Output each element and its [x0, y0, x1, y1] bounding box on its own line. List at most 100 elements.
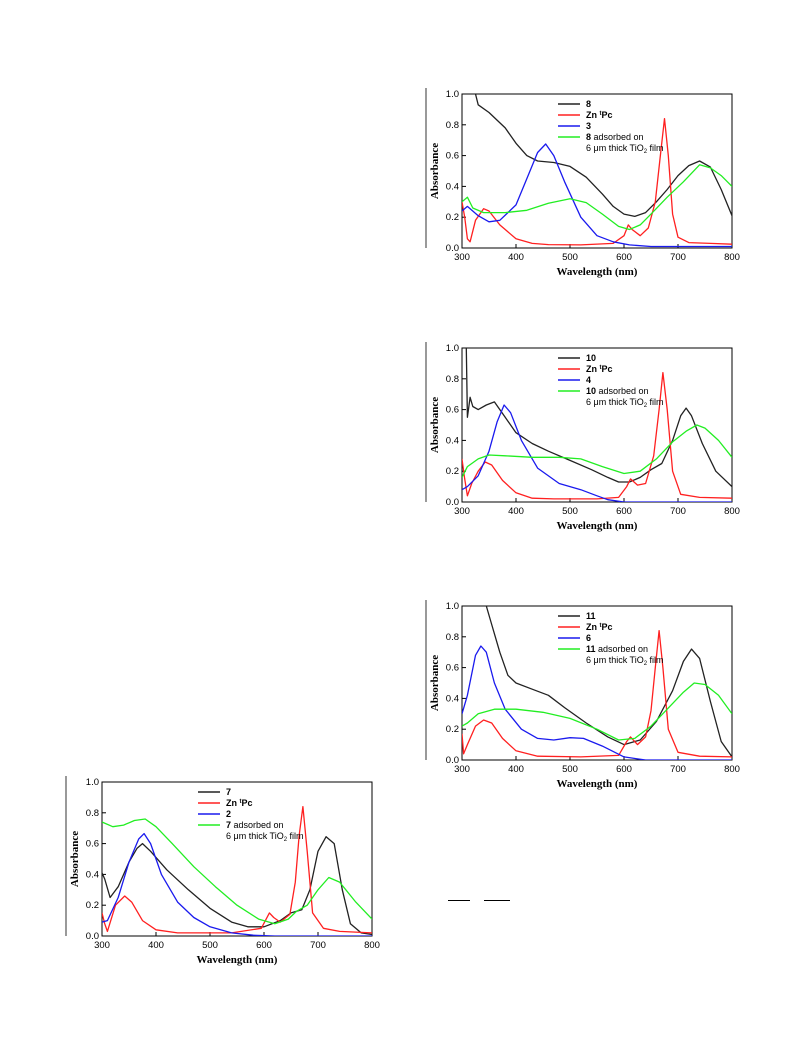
y-tick-label: 0.0 [446, 755, 459, 766]
legend-label: 7 adsorbed on [226, 820, 284, 830]
series-line [102, 832, 372, 936]
x-tick-label: 400 [148, 940, 164, 951]
y-tick-label: 0.6 [446, 151, 459, 162]
y-axis-label: Absorbance [429, 143, 441, 199]
x-tick-label: 300 [454, 506, 470, 517]
x-tick-label: 500 [562, 252, 578, 263]
y-tick-label: 0.2 [446, 466, 459, 477]
series-line [465, 348, 732, 488]
x-tick-label: 700 [670, 252, 686, 263]
x-axis-label: Wavelength (nm) [197, 954, 278, 966]
y-tick-label: 0.6 [446, 405, 459, 416]
x-tick-label: 800 [724, 764, 740, 775]
series-line [485, 606, 732, 758]
series-line [102, 818, 372, 925]
legend-label: 7 [226, 787, 231, 797]
series-line [474, 94, 732, 218]
x-tick-label: 300 [94, 940, 110, 951]
x-tick-label: 400 [508, 506, 524, 517]
series-line [462, 629, 732, 758]
x-tick-label: 600 [256, 940, 272, 951]
x-tick-label: 800 [364, 940, 380, 951]
plot-frame [461, 93, 733, 249]
series-line [102, 805, 372, 934]
legend-label: 10 adsorbed on [586, 386, 649, 396]
x-tick-label: 500 [562, 764, 578, 775]
legend-label: Zn tPc [586, 110, 613, 120]
legend-label: 3 [586, 121, 591, 131]
y-tick-label: 0.4 [446, 181, 459, 192]
y-tick-label: 0.2 [446, 212, 459, 223]
x-tick-label: 600 [616, 252, 632, 263]
x-tick-label: 700 [310, 940, 326, 951]
legend-label: 2 [226, 809, 231, 819]
series-line [462, 164, 732, 231]
y-tick-label: 0.2 [86, 900, 99, 911]
legend-label: 11 adsorbed on [586, 644, 648, 654]
legend-label-line2: 6 μm thick TiO2 film [226, 831, 304, 843]
x-tick-label: 700 [670, 506, 686, 517]
legend-label: 4 [586, 375, 591, 385]
series-line [462, 404, 732, 502]
legend-label: 6 [586, 633, 591, 643]
x-tick-label: 600 [616, 506, 632, 517]
x-tick-label: 500 [562, 506, 578, 517]
chart-10-absorbance: 300 400 500 600 700 800 0.0 0.2 0.4 0.6 0.8 1.0 Wave… [425, 342, 740, 532]
x-tick-label: 700 [670, 764, 686, 775]
x-tick-label: 300 [454, 764, 470, 775]
x-axis-label: Wavelength (nm) [557, 520, 638, 532]
legend-label: 11 [586, 611, 596, 621]
legend-label-line2: 6 μm thick TiO2 film [586, 397, 664, 409]
chart-11-absorbance: 300 400 500 600 700 800 0.0 0.2 0.4 0.6 0.8 1.0 Wave… [425, 600, 740, 790]
y-tick-label: 0.6 [86, 839, 99, 850]
y-axis-label: Absorbance [429, 397, 441, 453]
x-axis-label: Wavelength (nm) [557, 266, 638, 278]
y-tick-label: 1.0 [446, 601, 459, 612]
x-tick-label: 600 [616, 764, 632, 775]
series-line [462, 424, 732, 478]
y-tick-label: 0.4 [446, 693, 459, 704]
y-tick-label: 1.0 [446, 343, 459, 354]
stray-mark-right [484, 900, 510, 901]
y-tick-label: 0.4 [86, 869, 99, 880]
y-tick-label: 1.0 [446, 89, 459, 100]
y-tick-label: 0.8 [446, 632, 459, 643]
chart-7-absorbance: 300 400 500 600 700 800 0.0 0.2 0.4 0.6 0.8 1.0 Wave… [65, 776, 380, 966]
x-tick-label: 400 [508, 764, 524, 775]
plot-frame [461, 605, 733, 761]
y-tick-label: 0.0 [446, 497, 459, 508]
stray-mark-left [448, 900, 470, 901]
x-axis-label: Wavelength (nm) [557, 778, 638, 790]
y-tick-label: 0.6 [446, 663, 459, 674]
y-tick-label: 0.8 [86, 808, 99, 819]
plot-frame [461, 347, 733, 503]
series-line [462, 682, 732, 741]
series-line [462, 371, 732, 500]
series-line [462, 143, 732, 248]
plot-frame [101, 781, 373, 937]
y-tick-label: 0.0 [86, 931, 99, 942]
y-tick-label: 0.2 [446, 724, 459, 735]
x-tick-label: 400 [508, 252, 524, 263]
chart-8-absorbance: 300 400 500 600 700 800 0.0 0.2 0.4 0.6 0.8 1.0 Wave… [425, 88, 740, 278]
legend-label: Zn tPc [226, 798, 253, 808]
y-tick-label: 1.0 [86, 777, 99, 788]
x-tick-label: 800 [724, 506, 740, 517]
y-tick-label: 0.8 [446, 120, 459, 131]
legend-label: Zn tPc [586, 364, 613, 374]
x-tick-label: 800 [724, 252, 740, 263]
legend-label: 10 [586, 353, 596, 363]
y-tick-label: 0.8 [446, 374, 459, 385]
legend-label: 8 [586, 99, 591, 109]
y-axis-label: Absorbance [429, 655, 441, 711]
x-tick-label: 500 [202, 940, 218, 951]
legend-label: Zn tPc [586, 622, 613, 632]
y-tick-label: 0.0 [446, 243, 459, 254]
x-tick-label: 300 [454, 252, 470, 263]
legend-label: 8 adsorbed on [586, 132, 644, 142]
legend-label-line2: 6 μm thick TiO2 film [586, 143, 664, 155]
legend-label-line2: 6 μm thick TiO2 film [586, 655, 664, 667]
y-tick-label: 0.4 [446, 435, 459, 446]
series-line [462, 645, 732, 760]
